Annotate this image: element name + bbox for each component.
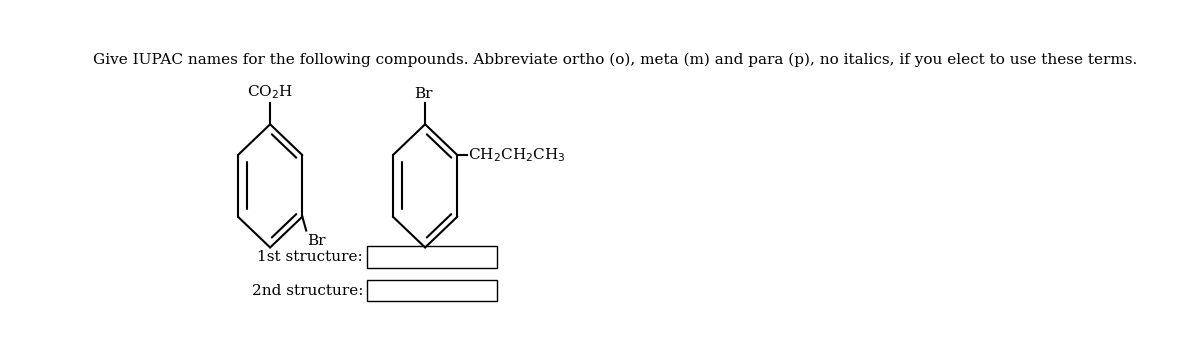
Text: Give IUPAC names for the following compounds. Abbreviate ortho (o), meta (m) and: Give IUPAC names for the following compo… — [92, 53, 1138, 67]
Text: CH$_2$CH$_2$CH$_3$: CH$_2$CH$_2$CH$_3$ — [468, 146, 566, 164]
Text: Br: Br — [414, 87, 433, 101]
Text: Br: Br — [307, 233, 325, 248]
Text: CO$_2$H: CO$_2$H — [247, 84, 293, 101]
Text: 1st structure:: 1st structure: — [257, 250, 364, 264]
Text: 2nd structure:: 2nd structure: — [252, 283, 364, 298]
